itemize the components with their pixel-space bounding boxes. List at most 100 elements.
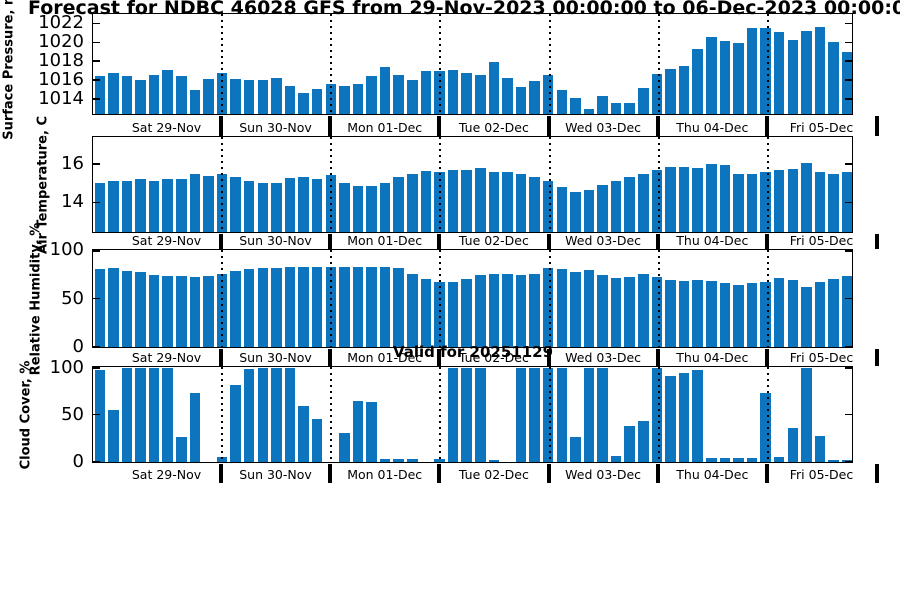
bar [298, 406, 309, 462]
bar [420, 70, 432, 114]
bar [638, 87, 649, 114]
bar [733, 284, 744, 347]
bar [692, 167, 703, 232]
bar [339, 85, 350, 114]
bar [719, 164, 731, 232]
bar [665, 376, 676, 462]
y-tick-mark [93, 297, 100, 300]
day-boundary-gridline [658, 137, 660, 232]
bar [230, 385, 241, 462]
bar [542, 75, 554, 114]
bar [121, 270, 133, 347]
bar [570, 191, 581, 232]
day-label: Mon 01-Dec [347, 232, 423, 248]
bar [108, 181, 119, 232]
bar [447, 69, 459, 114]
bar [148, 75, 160, 114]
bar [176, 179, 187, 232]
bar [461, 367, 472, 462]
day-boundary-gridline [221, 14, 223, 114]
bar [651, 74, 663, 114]
bar [230, 271, 241, 347]
bar [366, 185, 377, 232]
y-axis-label-relative-humidity: Relative Humidity, % [28, 222, 44, 375]
bar [94, 76, 105, 114]
bar [298, 177, 309, 232]
bar [542, 181, 554, 232]
day-label: Mon 01-Dec [347, 467, 423, 482]
bar [651, 169, 663, 232]
bar [284, 178, 296, 232]
chart-title: Forecast for NDBC 46028 GFS from 29-Nov-… [28, 0, 900, 19]
bar [801, 162, 812, 232]
bar [475, 275, 486, 347]
bar [597, 367, 608, 462]
day-label: Wed 03-Dec [565, 349, 642, 365]
y-tick-label: 0 [72, 451, 84, 472]
y-tick-mark [845, 461, 852, 463]
day-boundary-gridline [658, 250, 660, 347]
bar [529, 81, 540, 114]
day-label: Sun 30-Nov [239, 349, 312, 365]
bar [801, 31, 812, 114]
bar [176, 437, 187, 462]
bar [108, 268, 119, 347]
bar [257, 183, 269, 232]
day-separator-tick [327, 348, 333, 366]
day-label: Thu 04-Dec [676, 467, 749, 482]
y-tick-label: 1022 [38, 12, 84, 34]
bar [692, 370, 703, 462]
day-separator-tick [436, 233, 442, 249]
day-label: Sun 30-Nov [239, 467, 312, 482]
bar [733, 173, 744, 232]
day-boundary-gridline [439, 250, 441, 347]
bar [243, 80, 255, 114]
bar [461, 73, 472, 114]
bar [311, 267, 323, 347]
bar [311, 418, 323, 462]
day-label: Fri 05-Dec [789, 120, 854, 135]
bar [148, 181, 160, 232]
bar [638, 174, 649, 232]
day-boundary-gridline [330, 250, 332, 347]
bar [148, 274, 160, 347]
bar [841, 460, 853, 462]
y-tick-mark [845, 346, 852, 348]
day-label: Thu 04-Dec [676, 349, 749, 365]
y-tick-mark [845, 41, 852, 44]
bar [515, 173, 527, 232]
y-tick-label: 100 [49, 239, 84, 260]
day-boundary-gridline [767, 137, 769, 232]
subplot-air-temperature: 16 14 [61, 136, 853, 233]
bar [393, 177, 404, 232]
bar [828, 42, 839, 114]
bar [746, 28, 758, 114]
bar [760, 28, 771, 114]
bar [692, 280, 703, 347]
bar [773, 278, 785, 347]
bar [828, 460, 839, 462]
bar [407, 174, 418, 232]
day-separator-tick [546, 116, 552, 136]
bar [189, 393, 201, 462]
day-label: Thu 04-Dec [676, 232, 749, 248]
bar [108, 73, 119, 114]
bar [678, 166, 690, 232]
bar [556, 89, 568, 114]
y-tick-mark [93, 346, 100, 348]
subplot-relative-humidity: 100 50 0 [50, 241, 853, 356]
bar [556, 269, 568, 347]
day-separator-tick [764, 233, 770, 249]
y-tick-label: 100 [49, 356, 84, 378]
y-tick-mark [93, 41, 100, 44]
bar [787, 428, 799, 462]
bar [121, 181, 133, 232]
day-label: Wed 03-Dec [565, 232, 642, 248]
bar [162, 367, 173, 462]
day-label: Mon 01-Dec [347, 349, 423, 365]
bar [502, 274, 513, 347]
valid-watermark: Valid for 20251129 [392, 343, 554, 361]
bar [271, 78, 282, 114]
bar [420, 279, 432, 347]
day-separator-tick [874, 233, 880, 249]
